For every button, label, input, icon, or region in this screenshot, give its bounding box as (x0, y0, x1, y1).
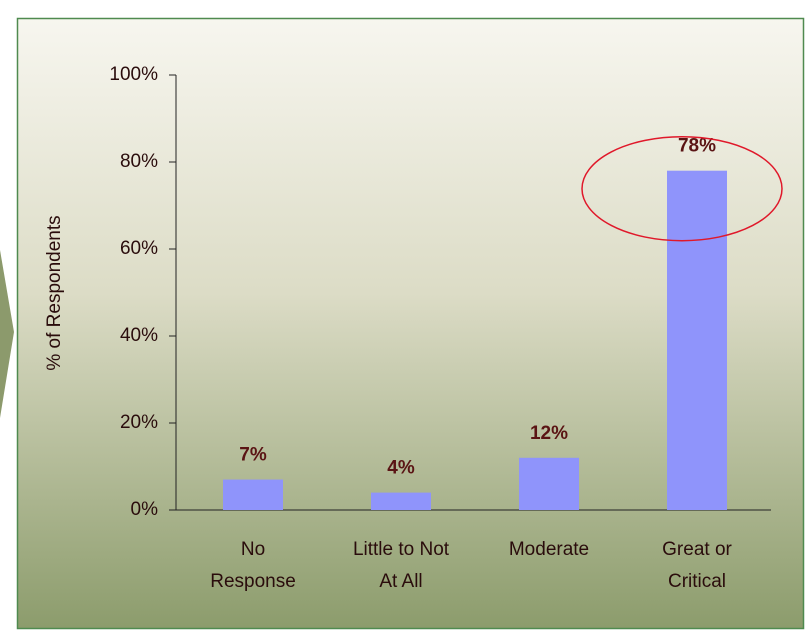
bar (519, 457, 579, 510)
value-label: 78% (678, 136, 716, 157)
y-tick-label: 40% (120, 325, 158, 346)
y-tick-label: 20% (120, 412, 158, 433)
bar (223, 479, 283, 510)
x-tick-label: Great or (662, 539, 732, 560)
x-tick-label: Response (210, 571, 296, 592)
value-label: 12% (530, 423, 568, 444)
y-tick-label: 80% (120, 151, 158, 172)
value-label: 7% (239, 445, 267, 466)
y-tick-label: 100% (109, 64, 158, 85)
y-axis-label: % of Respondents (44, 215, 65, 370)
arrow-decoration (0, 250, 14, 418)
x-tick-label: Critical (668, 571, 726, 592)
x-tick-label: Little to Not (353, 539, 450, 560)
y-tick-label: 60% (120, 238, 158, 259)
y-tick-label: 0% (131, 499, 159, 520)
x-tick-label: Moderate (509, 539, 589, 560)
bar (667, 170, 727, 510)
x-tick-label: No (241, 539, 265, 560)
x-tick-label: At All (379, 571, 422, 592)
bar (371, 492, 431, 510)
highlight-circle (581, 135, 783, 242)
value-label: 4% (387, 458, 415, 479)
